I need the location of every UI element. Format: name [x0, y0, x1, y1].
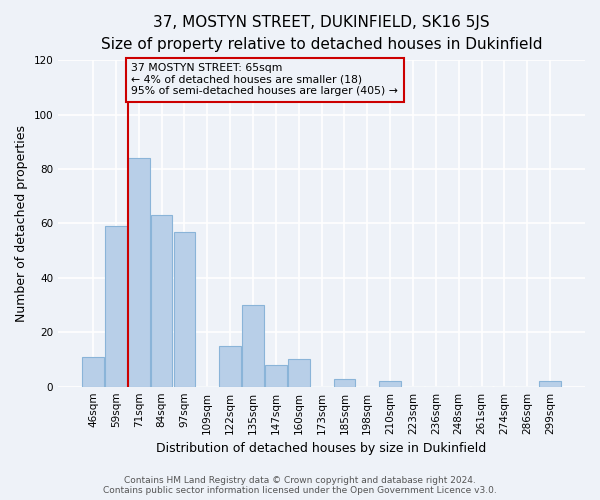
X-axis label: Distribution of detached houses by size in Dukinfield: Distribution of detached houses by size …	[157, 442, 487, 455]
Bar	[82, 357, 104, 386]
Bar	[105, 226, 127, 386]
Bar	[265, 365, 287, 386]
Bar	[151, 216, 172, 386]
Title: 37, MOSTYN STREET, DUKINFIELD, SK16 5JS
Size of property relative to detached ho: 37, MOSTYN STREET, DUKINFIELD, SK16 5JS …	[101, 15, 542, 52]
Bar	[242, 305, 264, 386]
Y-axis label: Number of detached properties: Number of detached properties	[15, 125, 28, 322]
Bar	[539, 381, 561, 386]
Bar	[379, 381, 401, 386]
Bar	[288, 360, 310, 386]
Text: 37 MOSTYN STREET: 65sqm
← 4% of detached houses are smaller (18)
95% of semi-det: 37 MOSTYN STREET: 65sqm ← 4% of detached…	[131, 63, 398, 96]
Text: Contains HM Land Registry data © Crown copyright and database right 2024.
Contai: Contains HM Land Registry data © Crown c…	[103, 476, 497, 495]
Bar	[219, 346, 241, 387]
Bar	[173, 232, 195, 386]
Bar	[334, 378, 355, 386]
Bar	[128, 158, 149, 386]
